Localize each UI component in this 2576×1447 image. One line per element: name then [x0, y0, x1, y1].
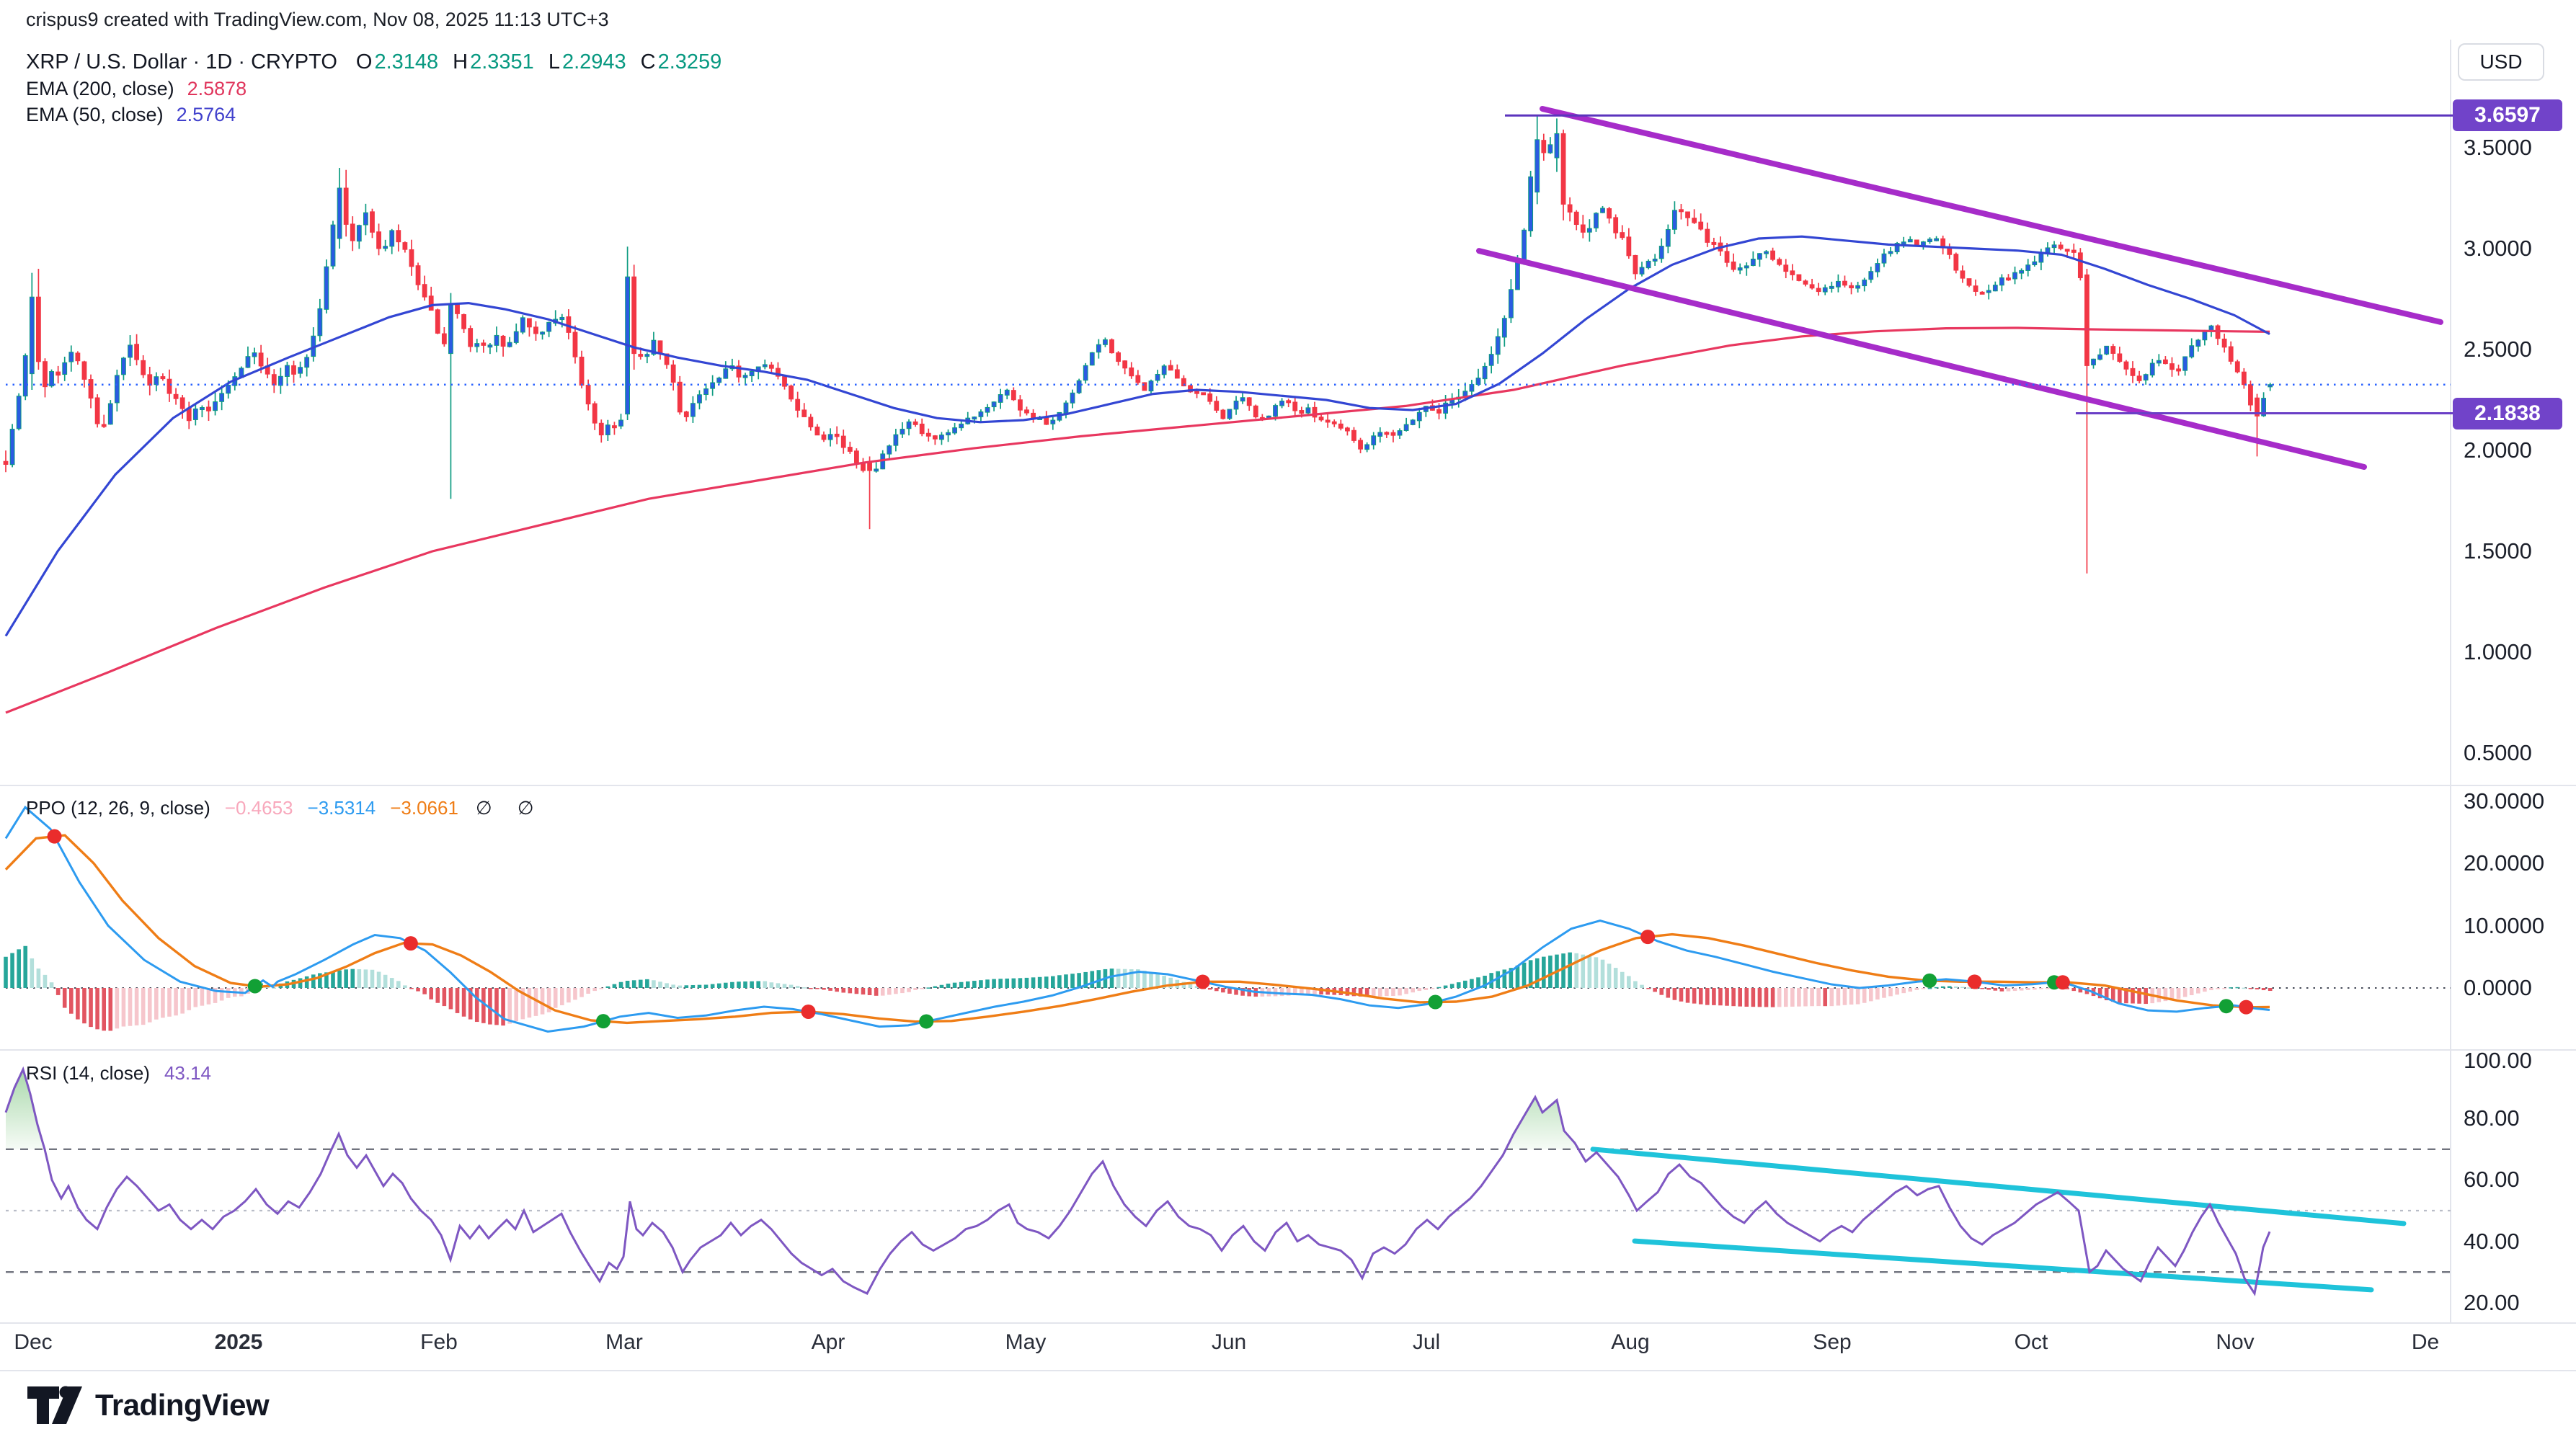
main-price-pane [3, 105, 2451, 714]
ppo-line [4, 805, 2270, 1033]
ema200-line [5, 326, 2270, 714]
month-label: Feb [420, 1330, 458, 1354]
price-tick-label: 3.0000 [2464, 236, 2532, 261]
ppo-pane [4, 805, 2451, 1033]
price-tick-label: 0.5000 [2464, 740, 2532, 765]
ppo-cross-dot [801, 1004, 816, 1019]
month-label: 2025 [214, 1330, 263, 1354]
descending-trendline [1476, 248, 2367, 470]
ema50-legend-row[interactable]: EMA (50, close) 2.5764 [26, 102, 721, 127]
ppo-value-1: −3.5314 [307, 797, 376, 819]
month-label: Jun [1211, 1330, 1247, 1354]
rsi-channel-line [1590, 1147, 2407, 1226]
ppo-cross-dot [919, 1014, 934, 1029]
ppo-cross-dot [47, 829, 62, 844]
rsi-overbought-fill [1506, 1097, 1578, 1149]
attribution-text: crispus9 created with TradingView.com, N… [26, 9, 609, 30]
ema50-line [4, 235, 2270, 637]
rsi-label: RSI (14, close) [26, 1062, 150, 1084]
currency-toggle-button[interactable]: USD [2458, 43, 2544, 81]
ema200-legend-row[interactable]: EMA (200, close) 2.5878 [26, 76, 721, 101]
time-axis[interactable]: Dec 2025 Feb Mar Apr May Jun Jul Aug Sep Oct Nov De [0, 1323, 2451, 1371]
descending-trendline [1540, 105, 2443, 325]
ema50-label: EMA (50, close) [26, 103, 164, 125]
ppo-values: −0.4653 −3.5314 −3.0661 [225, 797, 458, 819]
rsi-legend-row[interactable]: RSI (14, close) 43.14 [26, 1062, 211, 1085]
pane-separators [0, 40, 2576, 1371]
ppo-zero-symbols: ∅ ∅ [475, 797, 544, 819]
month-label: Mar [605, 1330, 643, 1354]
ohlc-h: H 2.3351 [453, 50, 534, 74]
ppo-tick-label: 20.0000 [2464, 850, 2545, 876]
price-axis[interactable]: USD 3.5000 3.0000 2.5000 2.0000 1.5000 1.0000… [2451, 0, 2576, 1373]
ppo-cross-dot [596, 1014, 610, 1029]
footer: TradingView [26, 1382, 270, 1428]
ppo-tick-label: 30.0000 [2464, 788, 2545, 814]
tradingview-logo-icon [27, 1386, 82, 1424]
month-label: May [1005, 1330, 1047, 1354]
ppo-cross-dot [247, 979, 262, 994]
ohlc-values: O 2.3148 H 2.3351 L 2.2943 C 2.3259 [356, 50, 721, 74]
ppo-cross-dot [1922, 973, 1937, 988]
month-label: De [2411, 1330, 2440, 1354]
month-label: Jul [1412, 1330, 1441, 1354]
rsi-tick-label: 40.00 [2464, 1228, 2520, 1254]
month-label: Dec [14, 1330, 53, 1354]
ohlc-l: L 2.2943 [548, 50, 626, 74]
ema200-value: 2.5878 [187, 77, 247, 99]
tradingview-logo[interactable]: TradingView [26, 1383, 270, 1428]
ppo-cross-dot [2219, 999, 2234, 1014]
rsi-overbought-fill [6, 1069, 45, 1149]
ppo-cross-dot [1967, 974, 1982, 989]
ppo-cross-dot [2055, 975, 2070, 990]
rsi-tick-label: 80.00 [2464, 1105, 2520, 1131]
month-label: Aug [1611, 1330, 1650, 1354]
ppo-cross-dot [1640, 930, 1656, 945]
ppo-label: PPO (12, 26, 9, close) [26, 797, 210, 819]
rsi-tick-label: 60.00 [2464, 1167, 2520, 1193]
ppo-legend-row[interactable]: PPO (12, 26, 9, close) −0.4653 −3.5314 −3.… [26, 797, 543, 819]
price-level-badge: 3.6597 [2453, 99, 2562, 132]
ppo-value-0: −0.4653 [224, 797, 293, 819]
price-tick-label: 3.5000 [2464, 135, 2532, 160]
ema50-value: 2.5764 [176, 103, 236, 125]
price-tick-label: 2.0000 [2464, 437, 2532, 463]
price-tick-label: 1.0000 [2464, 639, 2532, 664]
price-tick-label: 1.5000 [2464, 538, 2532, 564]
rsi-channel-line [1632, 1238, 2374, 1293]
month-label: Sep [1813, 1330, 1852, 1354]
ppo-cross-dot [1428, 994, 1443, 1010]
rsi-value: 43.14 [164, 1062, 212, 1084]
rsi-line [4, 1066, 2271, 1296]
logo-wordmark: TradingView [95, 1388, 270, 1422]
ohlc-c: C 2.3259 [640, 50, 722, 74]
ppo-signal-line [4, 834, 2270, 1025]
month-label: Oct [2014, 1330, 2048, 1354]
price-level-badge: 2.1838 [2453, 397, 2562, 429]
rsi-overbought-fill [332, 1134, 345, 1149]
rsi-pane [4, 1066, 2451, 1296]
ppo-tick-label: 10.0000 [2464, 912, 2545, 938]
candles-layer [3, 115, 2273, 574]
symbol-title[interactable]: XRP / U.S. Dollar · 1D · CRYPTO [26, 50, 337, 74]
ppo-cross-dot [403, 936, 418, 951]
month-label: Apr [811, 1330, 845, 1354]
month-label: Nov [2216, 1330, 2255, 1354]
ppo-cross-dot [1195, 974, 1210, 989]
price-tick-label: 2.5000 [2464, 337, 2532, 362]
ppo-cross-dot [2239, 999, 2254, 1015]
rsi-tick-label: 20.00 [2464, 1289, 2520, 1315]
ppo-value-2: −3.0661 [390, 797, 458, 819]
ema200-label: EMA (200, close) [26, 77, 174, 99]
ppo-tick-label: 0.0000 [2464, 975, 2532, 1000]
ohlc-o: O 2.3148 [355, 50, 439, 74]
symbol-legend: XRP / U.S. Dollar · 1D · CRYPTO O 2.3148 H… [26, 49, 721, 127]
rsi-tick-label: 100.00 [2464, 1048, 2532, 1073]
